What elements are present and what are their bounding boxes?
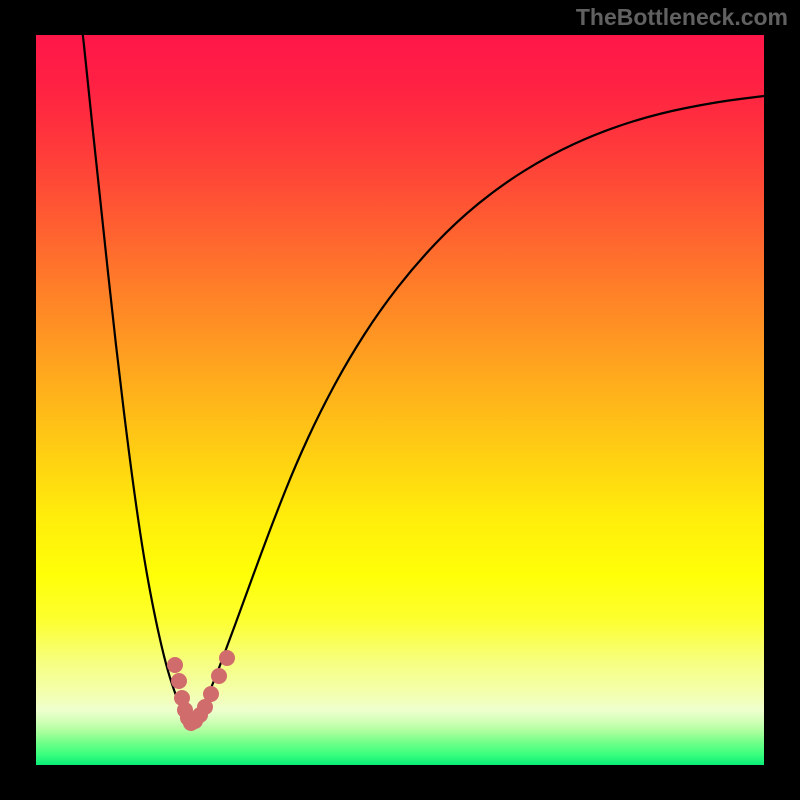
data-marker [171,673,187,689]
data-marker [219,650,235,666]
plot-area [36,35,764,765]
chart-container: TheBottleneck.com [0,0,800,800]
plot-svg [36,35,764,765]
data-marker [203,686,219,702]
data-marker [167,657,183,673]
watermark-text: TheBottleneck.com [576,4,788,31]
gradient-background [36,35,764,765]
data-marker [211,668,227,684]
